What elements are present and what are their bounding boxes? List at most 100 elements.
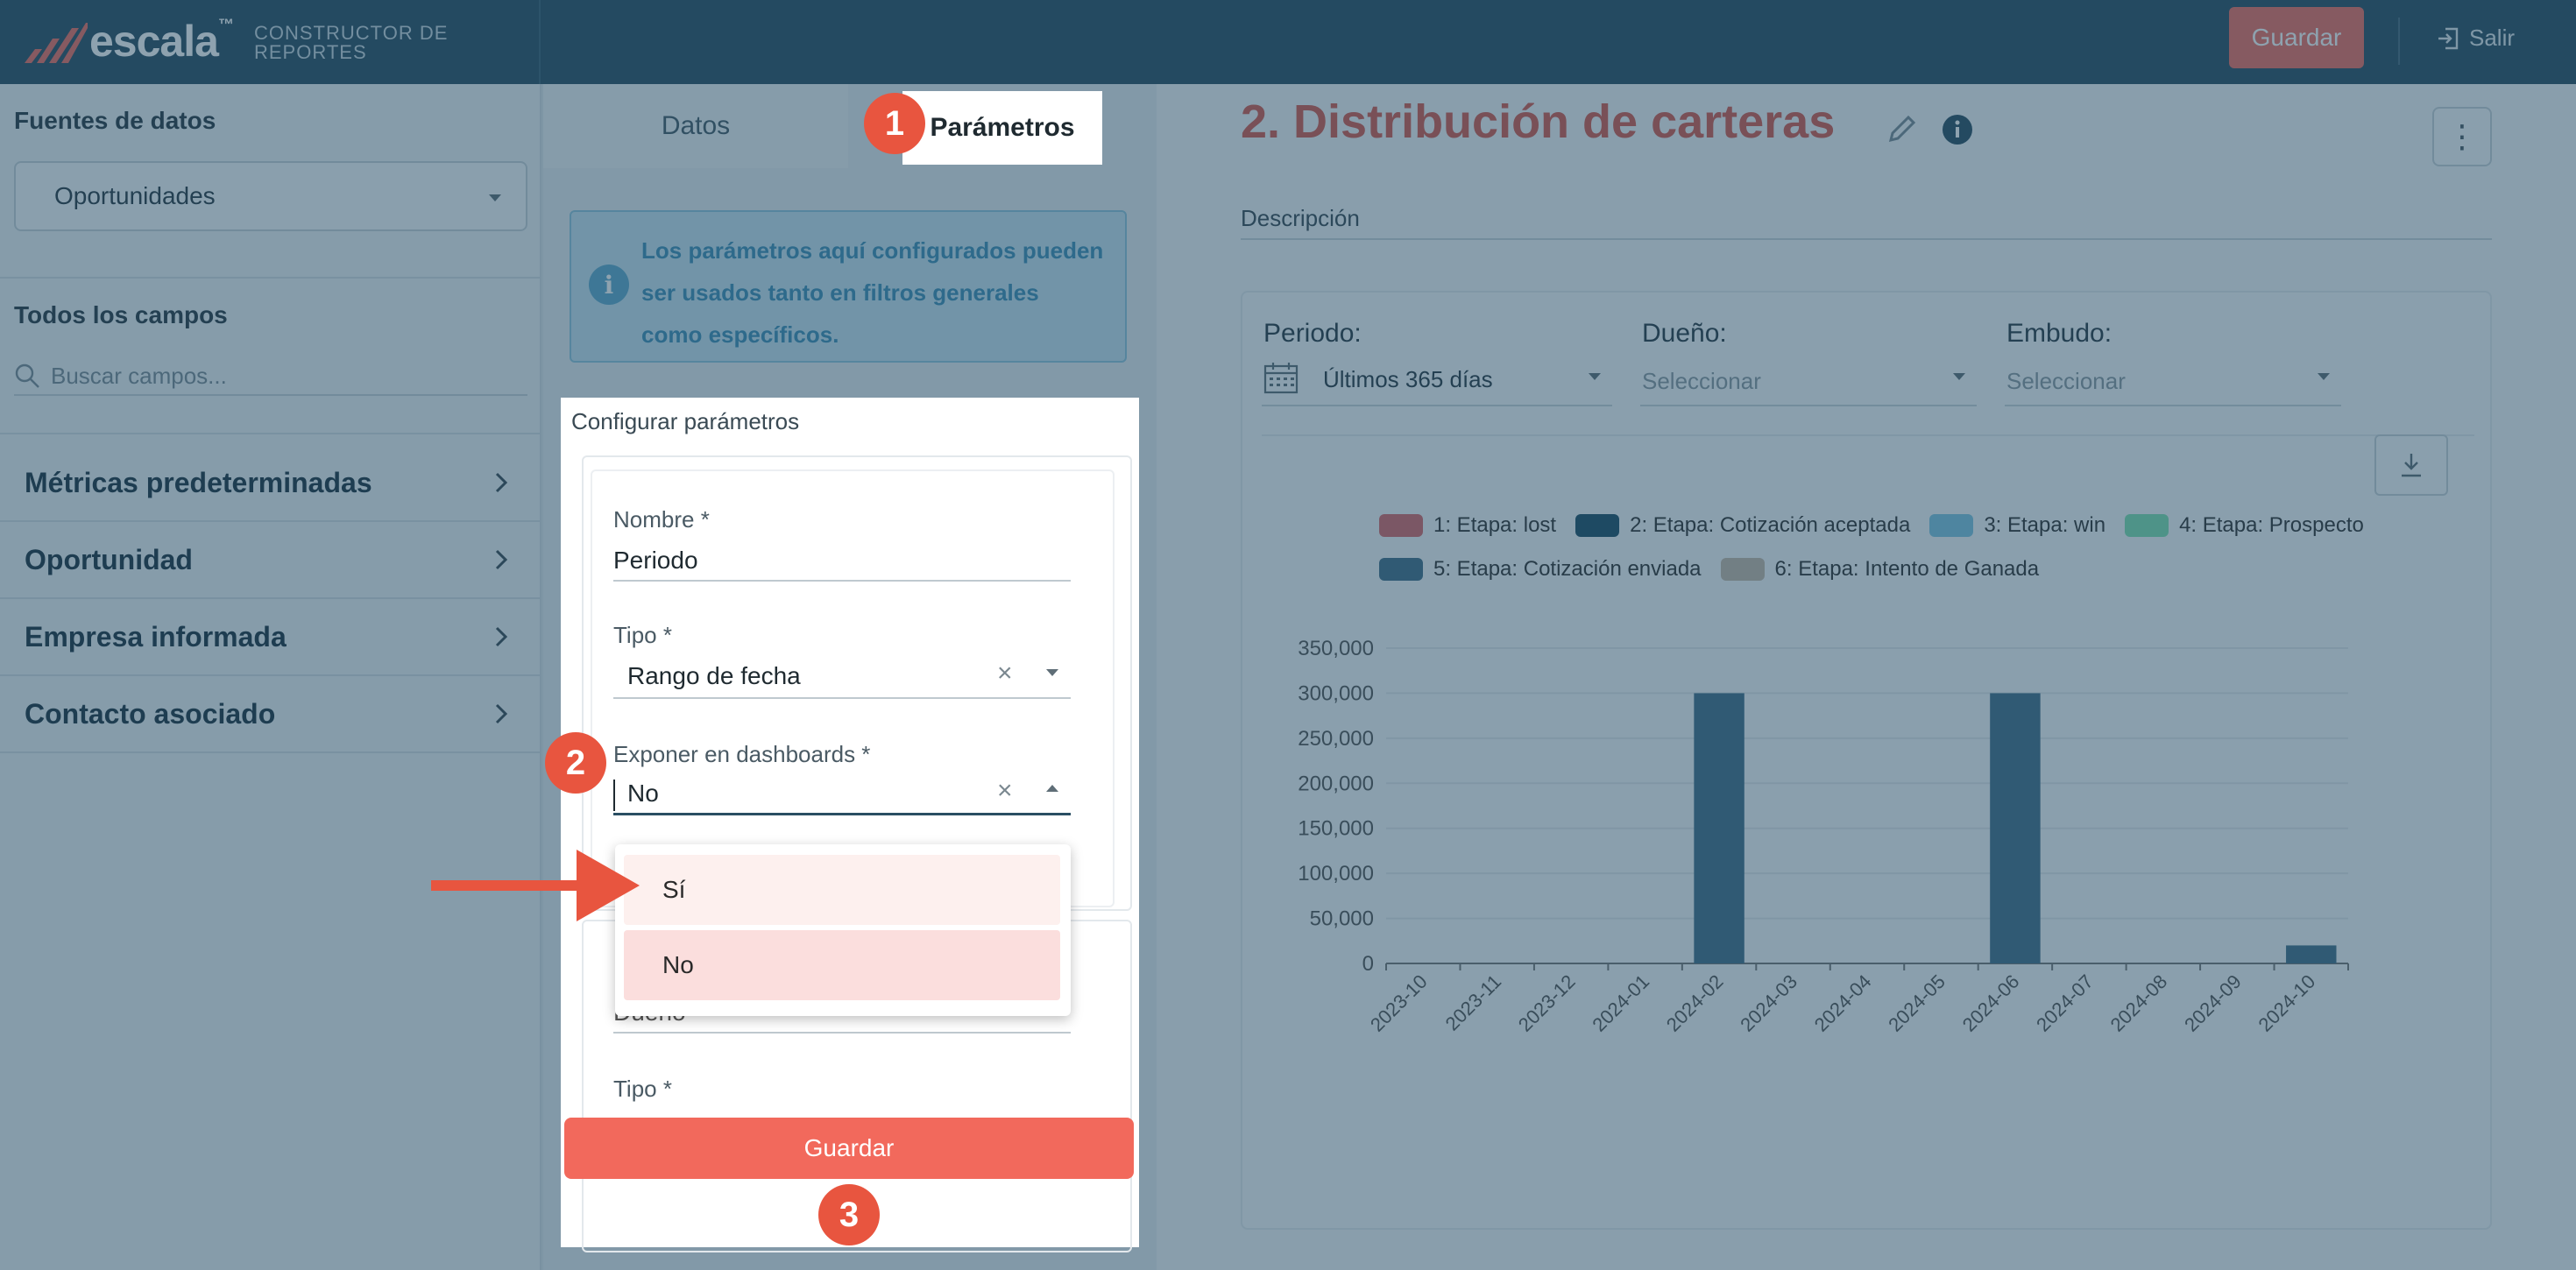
filter-funnel-underline	[2005, 405, 2341, 406]
legend-swatch	[1575, 514, 1620, 537]
sidebar-item-empresa[interactable]: Empresa informada	[0, 599, 541, 676]
expose-underline	[613, 813, 1071, 815]
chevron-right-icon	[495, 472, 508, 493]
legend-item[interactable]: 1: Etapa: lost	[1379, 513, 1556, 538]
calendar-icon	[1263, 363, 1299, 394]
more-options-button[interactable]: ⋮	[2432, 107, 2492, 166]
legend-swatch	[1720, 558, 1765, 581]
y-tick-label: 50,000	[1310, 907, 1374, 931]
legend-label: 1: Etapa: lost	[1433, 513, 1557, 537]
param2-name-underline	[613, 1032, 1071, 1034]
tab-datos[interactable]: Datos	[543, 84, 848, 168]
sidebar-divider	[0, 277, 541, 279]
all-fields-title: Todos los campos	[14, 301, 228, 328]
save-parameters-button[interactable]: Guardar	[564, 1118, 1134, 1179]
edit-pencil-icon[interactable]	[1884, 110, 1921, 147]
x-tick-label: 2024-05	[1884, 970, 1950, 1036]
legend-item[interactable]: 6: Etapa: Intento de Ganada	[1720, 557, 2040, 582]
filter-period-value[interactable]: Últimos 365 días	[1323, 366, 1493, 392]
chevron-down-icon	[1953, 373, 1965, 380]
x-tick-label: 2024-08	[2106, 970, 2172, 1036]
step-badge-2: 2	[545, 732, 606, 794]
type-select[interactable]: Rango de fecha	[627, 662, 801, 689]
search-field[interactable]: Buscar campos...	[14, 357, 527, 396]
name-input[interactable]: Periodo	[613, 547, 698, 574]
sidebar-item-label: Oportunidad	[25, 543, 193, 575]
legend-swatch	[1379, 558, 1423, 581]
x-tick-label: 2024-10	[2254, 970, 2320, 1036]
name-label: Nombre *	[613, 506, 710, 533]
legend-item[interactable]: 2: Etapa: Cotización aceptada	[1575, 513, 1910, 538]
chevron-right-icon	[495, 703, 508, 724]
y-tick-label: 0	[1362, 952, 1374, 976]
clear-icon[interactable]: ×	[997, 776, 1013, 805]
description-field[interactable]: Descripción	[1241, 205, 1360, 231]
sidebar-item-metricas[interactable]: Métricas predeterminadas	[0, 445, 541, 522]
search-input[interactable]: Buscar campos...	[51, 362, 227, 389]
legend-swatch	[1929, 514, 1974, 537]
data-source-select[interactable]: Oportunidades	[14, 161, 527, 231]
bar[interactable]	[1694, 693, 1744, 963]
chevron-down-icon	[2318, 373, 2330, 380]
chevron-right-icon	[495, 549, 508, 570]
y-tick-label: 150,000	[1298, 817, 1374, 841]
filter-owner-underline	[1640, 405, 1977, 406]
legend-label: 6: Etapa: Intento de Ganada	[1774, 557, 2040, 581]
escala-logo-icon	[25, 23, 88, 63]
sidebar-divider	[0, 433, 541, 434]
x-tick-label: 2024-02	[1662, 970, 1728, 1036]
dropdown-option-si[interactable]: Sí	[624, 855, 1060, 925]
x-tick-label: 2023-10	[1366, 970, 1432, 1036]
y-tick-label: 100,000	[1298, 862, 1374, 885]
legend-item[interactable]: 4: Etapa: Prospecto	[2125, 513, 2364, 538]
search-icon	[15, 363, 39, 388]
dropdown-option-no[interactable]: No	[624, 930, 1060, 1000]
chevron-up-icon[interactable]	[1046, 785, 1058, 792]
y-tick-label: 200,000	[1298, 772, 1374, 795]
chart-legend: 1: Etapa: lost 2: Etapa: Cotización acep…	[1379, 513, 2378, 582]
legend-swatch	[2125, 514, 2169, 537]
download-button[interactable]	[2374, 434, 2448, 496]
info-icon: i	[589, 265, 629, 305]
chevron-down-icon	[489, 194, 501, 201]
y-tick-label: 300,000	[1298, 681, 1374, 705]
filter-period-underline	[1262, 405, 1612, 406]
type-underline	[613, 697, 1071, 699]
filter-owner-value[interactable]: Seleccionar	[1642, 368, 1761, 394]
top-bar-divider	[539, 0, 541, 84]
logout-button[interactable]: Salir	[2436, 25, 2515, 52]
info-circle-icon[interactable]	[1942, 114, 1973, 145]
bar[interactable]	[1990, 693, 2041, 963]
sidebar-item-label: Empresa informada	[25, 620, 287, 653]
text-cursor	[613, 780, 615, 811]
y-tick-label: 250,000	[1298, 727, 1374, 751]
chevron-right-icon	[495, 626, 508, 647]
x-tick-label: 2024-04	[1810, 970, 1876, 1036]
y-tick-label: 350,000	[1298, 637, 1374, 660]
legend-item[interactable]: 5: Etapa: Cotización enviada	[1379, 557, 1702, 582]
bar-chart: 0 50,000 100,000 150,000 200,000 250,000 300,0…	[1298, 637, 2349, 1036]
bar[interactable]	[2286, 945, 2337, 963]
filter-funnel-label: Embudo:	[2006, 319, 2112, 348]
x-tick-label: 2023-12	[1514, 970, 1580, 1036]
sidebar-item-oportunidad[interactable]: Oportunidad	[0, 522, 541, 599]
description-underline	[1241, 238, 2492, 240]
chevron-down-icon[interactable]	[1046, 669, 1058, 676]
clear-icon[interactable]: ×	[997, 659, 1013, 688]
sidebar-item-contacto[interactable]: Contacto asociado	[0, 676, 541, 753]
expose-select[interactable]: No	[627, 780, 659, 807]
tab-parametros[interactable]: Parámetros	[902, 91, 1102, 165]
logo-text: escala™	[89, 16, 234, 66]
filter-owner-label: Dueño:	[1642, 319, 1727, 348]
filter-funnel-value[interactable]: Seleccionar	[2006, 368, 2126, 394]
legend-label: 3: Etapa: win	[1984, 513, 2106, 537]
legend-swatch	[1379, 514, 1423, 537]
x-tick-label: 2023-11	[1441, 970, 1506, 1035]
sidebar-item-label: Contacto asociado	[25, 697, 276, 730]
x-tick-label: 2024-09	[2180, 970, 2246, 1036]
step-badge-1: 1	[864, 93, 925, 154]
legend-item[interactable]: 3: Etapa: win	[1929, 513, 2105, 538]
report-title: 2. Distribución de carteras	[1241, 95, 1836, 148]
header-save-button[interactable]: Guardar	[2229, 7, 2364, 68]
step-badge-3: 3	[818, 1184, 880, 1245]
